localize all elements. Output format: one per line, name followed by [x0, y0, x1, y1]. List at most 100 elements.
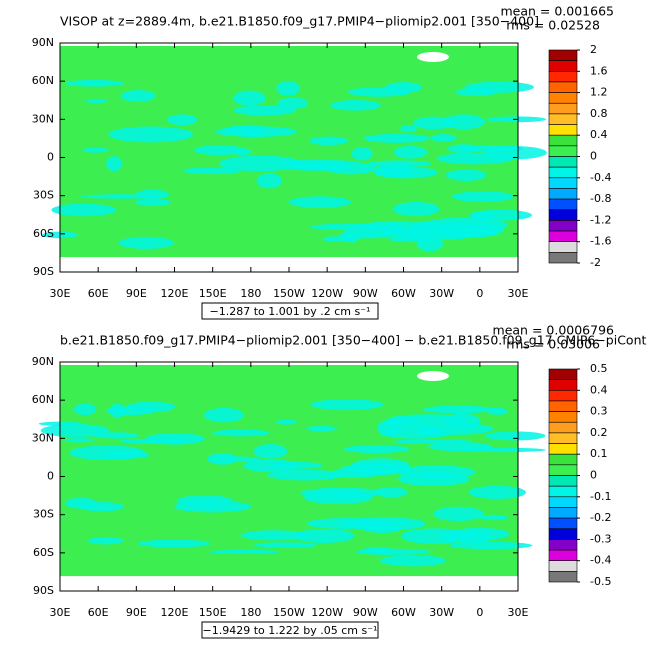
colorbar-label: -0.3	[590, 532, 611, 545]
x-tick-label: 30E	[50, 287, 71, 300]
mean-label: mean = 0.0006796	[493, 323, 615, 338]
y-tick-label: 90S	[33, 584, 54, 597]
colorbar-box	[548, 517, 578, 530]
panel: 30E 60E 90E 120E 150E 180 150W 120W 90W 60W 30W 0 30…	[32, 4, 614, 320]
colorbar-box	[548, 549, 578, 561]
colorbar-box	[548, 124, 578, 136]
field-patch	[464, 81, 534, 93]
field-patch	[216, 456, 261, 463]
chart-title: b.e21.B1850.f09_g17.PMIP4−pliomip2.001 […	[60, 333, 647, 348]
colorbar-box	[548, 166, 578, 179]
colorbar-box	[548, 188, 578, 200]
field-patch	[241, 132, 258, 137]
y-tick-label: 30S	[33, 189, 54, 202]
field-patch	[306, 425, 337, 432]
x-tick-label: 30E	[50, 606, 71, 619]
y-tick-label: 0	[47, 470, 54, 483]
field-patch	[233, 90, 266, 106]
field-patch	[134, 198, 172, 206]
info-box	[201, 621, 379, 639]
field-patch	[441, 530, 472, 542]
colorbar-label: 0.2	[590, 426, 608, 439]
field-patch	[385, 82, 423, 93]
field-patch	[174, 500, 252, 513]
field-patch	[271, 461, 323, 469]
colorbar-label: -1.6	[590, 235, 611, 248]
colorbar-box	[548, 411, 578, 423]
field-patch	[276, 419, 297, 425]
colorbar-label: 2	[590, 43, 597, 56]
field-patch	[380, 555, 446, 567]
colorbar-box	[548, 60, 578, 72]
info-box	[201, 302, 379, 320]
colorbar-box	[548, 156, 578, 168]
colorbar-box	[548, 49, 578, 61]
colorbar-box	[548, 145, 578, 157]
x-tick-label: 120W	[311, 287, 343, 300]
field-patch	[442, 114, 486, 130]
colorbar-box	[548, 443, 578, 455]
field-patch	[373, 166, 438, 179]
colorbar-label: 1.6	[590, 64, 608, 77]
colorbar-label: -2	[590, 256, 601, 269]
field-patch	[106, 156, 123, 172]
x-tick-label: 150E	[199, 287, 227, 300]
x-tick-label: 30E	[508, 287, 529, 300]
field-patch	[120, 90, 156, 102]
field-patch	[447, 144, 481, 154]
x-tick-label: 60E	[88, 606, 109, 619]
colorbar-box	[548, 507, 578, 519]
y-tick-label: 90N	[32, 355, 54, 368]
field-patch	[479, 514, 509, 521]
field-patch	[87, 536, 124, 545]
colorbar-box	[548, 464, 578, 476]
x-tick-label: 120E	[161, 606, 189, 619]
field-patch	[208, 549, 281, 554]
field-patch	[85, 98, 108, 103]
field-patch	[303, 490, 373, 505]
colorbar-label: 0.4	[590, 383, 608, 396]
colorbar-box	[548, 432, 578, 444]
colorbar-box	[548, 485, 578, 498]
x-tick-label: 120E	[161, 287, 189, 300]
colorbar-label: -0.5	[590, 575, 611, 588]
field-patch	[484, 431, 546, 441]
colorbar-label: 0.4	[590, 128, 608, 141]
colorbar-box	[548, 81, 578, 93]
y-tick-label: 90N	[32, 36, 54, 49]
x-tick-label: 30W	[429, 606, 454, 619]
x-tick-label: 60W	[391, 606, 416, 619]
field-patch	[145, 433, 205, 445]
x-tick-label: 180	[240, 287, 261, 300]
colorbar-label: -0.2	[590, 511, 611, 524]
field-patch	[166, 114, 198, 126]
y-tick-label: 0	[47, 151, 54, 164]
colorbar-label: 0.1	[590, 447, 608, 460]
colorbar-box	[548, 230, 578, 243]
field-patch	[253, 444, 288, 459]
field-patch	[374, 486, 408, 498]
colorbar-label: 0	[590, 150, 597, 163]
colorbar-box	[548, 389, 578, 402]
colorbar-box	[548, 453, 578, 466]
field-patch	[82, 147, 109, 153]
field-patch	[379, 426, 453, 439]
x-tick-label: 180	[240, 606, 261, 619]
field-patch	[225, 125, 267, 135]
field-patch	[288, 196, 352, 208]
colorbar-box	[548, 528, 578, 540]
field-patch	[92, 432, 139, 439]
field-patch	[240, 530, 308, 541]
rms-label: rms = 0.03006	[506, 337, 600, 352]
field-patch	[106, 406, 156, 416]
colorbar-label: -1.2	[590, 213, 611, 226]
panel: 30E 60E 90E 120E 150E 180 150W 120W 90W 60W 30W 0 30…	[32, 323, 647, 639]
colorbar-box	[548, 241, 578, 253]
field-patch	[392, 439, 472, 444]
colorbar-box	[548, 102, 578, 115]
range-label: −1.9429 to 1.222 by .05 cm s⁻¹	[203, 624, 378, 637]
field-patch	[397, 472, 470, 487]
field-patch	[449, 541, 533, 550]
x-tick-label: 30W	[429, 287, 454, 300]
colorbar-label: 1.2	[590, 86, 608, 99]
